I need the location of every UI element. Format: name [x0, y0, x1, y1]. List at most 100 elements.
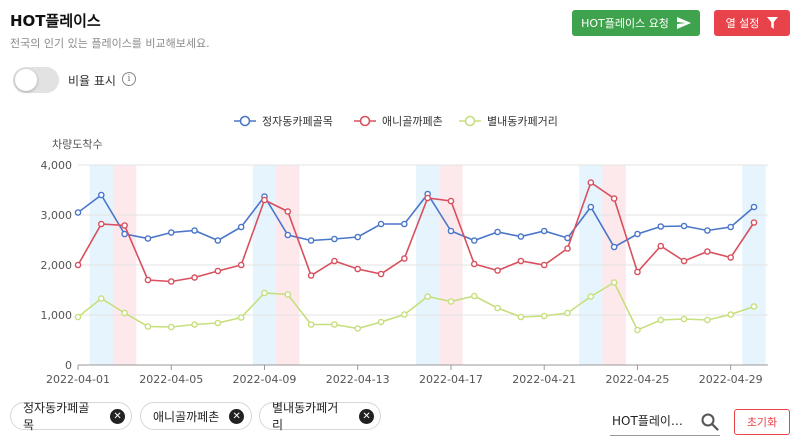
data-point [657, 316, 665, 324]
y-axis-title: 차량도착수 [52, 138, 103, 151]
remove-chip-icon[interactable]: ✕ [110, 408, 125, 424]
series-line [77, 181, 755, 283]
data-point [74, 209, 82, 216]
data-point [587, 293, 595, 300]
y-tick-label: 1,000 [41, 309, 73, 322]
data-point [564, 309, 571, 317]
data-point [214, 319, 222, 327]
request-hotplace-label: HOT플레이스 요청 [581, 17, 669, 30]
y-tick-label: 2,000 [41, 259, 73, 272]
column-settings-label: 열 설정 [725, 17, 760, 30]
data-point [517, 233, 525, 240]
data-point [121, 230, 128, 238]
place-search-value: HOT플레이… [612, 414, 683, 428]
data-point [727, 223, 734, 231]
data-point [98, 220, 105, 228]
legend-label: 정자동카페골목 [262, 115, 333, 128]
data-point [634, 268, 641, 276]
legend-marker [359, 115, 371, 127]
send-icon [676, 17, 691, 29]
data-point [284, 291, 292, 298]
remove-chip-icon[interactable]: ✕ [359, 408, 374, 424]
x-tick-label: 2022-04-29 [699, 373, 763, 386]
data-point [121, 309, 128, 317]
data-point [657, 242, 665, 250]
y-axis-ticks: 0 1,000 2,000 3,000 4,000 [41, 159, 73, 372]
data-point [750, 203, 758, 211]
ratio-toggle[interactable] [13, 67, 59, 93]
chart-series [74, 179, 758, 334]
data-point [494, 267, 501, 274]
data-point [564, 234, 571, 242]
data-point [214, 267, 222, 275]
data-point [191, 274, 198, 281]
remove-chip-icon[interactable]: ✕ [229, 408, 245, 424]
x-tick-label: 2022-04-01 [46, 373, 110, 386]
data-point [121, 222, 128, 229]
data-point [214, 237, 222, 244]
request-hotplace-button[interactable]: HOT플레이스 요청 [572, 10, 700, 36]
data-point [261, 196, 268, 204]
data-point [540, 312, 548, 320]
x-tick-label: 2022-04-17 [419, 373, 483, 386]
filter-icon [767, 17, 779, 29]
data-point [704, 227, 711, 234]
data-point [564, 245, 571, 252]
data-point [144, 323, 152, 330]
data-point [447, 298, 455, 305]
data-point [634, 326, 641, 334]
data-point [377, 318, 385, 326]
data-point [704, 316, 711, 324]
x-axis-ticks: 2022-04-01 2022-04-05 2022-04-09 2022-04-13… [46, 365, 763, 386]
data-point [307, 321, 315, 328]
data-point [191, 227, 198, 234]
reset-button[interactable]: 초기화 [734, 409, 790, 435]
data-point [331, 321, 338, 328]
data-point [447, 197, 455, 205]
data-point [610, 243, 618, 251]
data-point [144, 276, 152, 284]
data-point [191, 321, 198, 328]
data-point [750, 303, 758, 310]
data-point [494, 228, 501, 236]
data-point [144, 235, 152, 242]
data-point [750, 219, 758, 226]
selected-place-chip: 정자동카페골목 ✕ [10, 401, 132, 432]
chart-legend: 정자동카페골목 애니골까페촌 별내동카페거리 [234, 115, 558, 128]
data-point [354, 325, 362, 332]
y-tick-label: 0 [65, 359, 72, 372]
data-point [284, 231, 292, 239]
chip-label: 별내동카페거리 [272, 401, 339, 432]
data-point [704, 248, 711, 255]
data-point [331, 235, 338, 243]
data-point [610, 279, 618, 286]
place-search-input[interactable]: HOT플레이… [610, 406, 720, 436]
data-point [377, 220, 385, 228]
data-point [74, 261, 82, 269]
x-tick-label: 2022-04-25 [605, 373, 669, 386]
chip-label: 애니골까페촌 [153, 409, 220, 424]
data-point [727, 254, 734, 261]
info-icon[interactable]: i [122, 72, 136, 86]
data-point [354, 233, 362, 241]
y-tick-label: 4,000 [41, 159, 73, 172]
data-point [401, 255, 408, 262]
data-point [167, 229, 175, 236]
data-point [98, 191, 105, 199]
data-point [167, 323, 175, 331]
data-point [354, 265, 362, 273]
data-point [377, 270, 385, 278]
data-point [470, 292, 478, 300]
column-settings-button[interactable]: 열 설정 [714, 10, 790, 36]
data-point [237, 261, 245, 269]
search-icon[interactable] [701, 413, 719, 431]
data-point [307, 237, 315, 244]
selected-place-chip: 별내동카페거리 ✕ [259, 401, 381, 432]
data-point [167, 278, 175, 285]
chart-grid [78, 164, 768, 366]
legend-label: 별내동카페거리 [487, 115, 558, 128]
page-title: HOT플레이스 [10, 12, 101, 30]
data-point [657, 223, 665, 230]
data-point [634, 230, 641, 238]
